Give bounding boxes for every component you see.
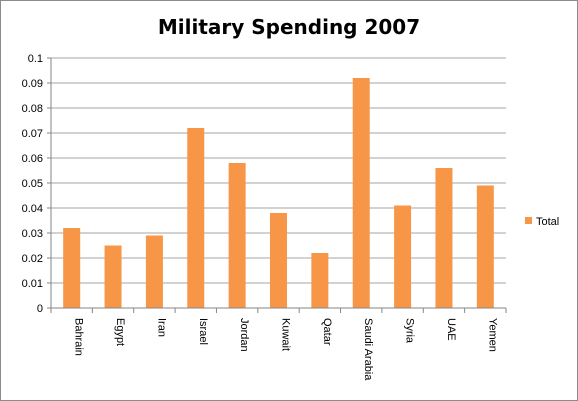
y-tick-label: 0.05 — [22, 178, 43, 190]
bar — [476, 185, 494, 308]
x-tick-label: Bahrain — [73, 318, 85, 356]
bar — [63, 228, 81, 308]
bar — [394, 205, 412, 308]
chart-title: Military Spending 2007 — [158, 15, 420, 39]
x-tick-label: Kuwait — [280, 318, 292, 351]
bar — [311, 253, 329, 308]
y-tick-label: 0.04 — [22, 203, 43, 215]
legend: Total — [525, 216, 559, 228]
bar — [352, 78, 370, 308]
legend-label: Total — [536, 216, 559, 228]
y-tick-label: 0.07 — [22, 128, 43, 140]
y-tick-label: 0.02 — [22, 253, 43, 265]
x-tick-label: Yemen — [486, 318, 498, 352]
y-tick-label: 0.06 — [22, 153, 43, 165]
x-tick-label: Israel — [197, 318, 209, 345]
bar — [435, 168, 453, 308]
x-tick-label: Iran — [155, 318, 167, 337]
y-axis-ticks: 0 0.01 0.02 0.03 0.04 0.05 0.06 0.07 0.08 0.09 0.1 — [22, 53, 51, 315]
x-tick-label: UAE — [445, 318, 457, 341]
y-tick-label: 0.01 — [22, 278, 43, 290]
y-tick-label: 0.09 — [22, 78, 43, 90]
bar — [270, 213, 287, 308]
legend-swatch — [525, 217, 532, 224]
x-tick-label: Jordan — [238, 318, 250, 352]
bars — [63, 78, 494, 308]
x-tick-label: Qatar — [321, 318, 333, 346]
gridlines — [51, 57, 506, 284]
y-tick-label: 0.03 — [22, 228, 43, 240]
bar — [104, 245, 122, 308]
axes — [50, 58, 507, 313]
bar — [187, 128, 205, 308]
bar — [145, 235, 163, 308]
bar — [228, 163, 246, 308]
x-tick-label: Syria — [404, 318, 416, 344]
y-tick-label: 0.08 — [22, 103, 43, 115]
x-tick-label: Egypt — [114, 318, 126, 346]
x-axis-labels: Bahrain Egypt Iran Israel Jordan Kuwait Qatar S… — [73, 318, 499, 381]
y-tick-label: 0.1 — [28, 53, 43, 65]
x-tick-label: Saudi Arabia — [362, 318, 374, 381]
y-tick-label: 0 — [37, 303, 43, 315]
